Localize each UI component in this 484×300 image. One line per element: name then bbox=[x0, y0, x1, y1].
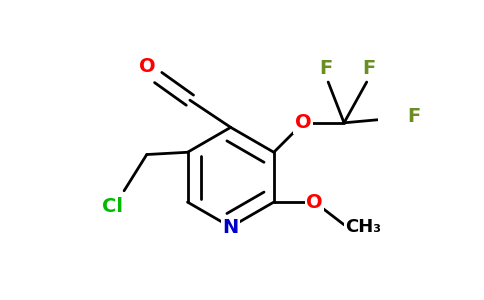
Text: Cl: Cl bbox=[102, 197, 123, 216]
Text: F: F bbox=[363, 59, 376, 78]
Text: CH₃: CH₃ bbox=[345, 218, 381, 236]
Text: N: N bbox=[223, 218, 239, 236]
Text: O: O bbox=[138, 57, 155, 76]
Text: O: O bbox=[295, 113, 312, 132]
Text: F: F bbox=[408, 106, 421, 125]
Text: O: O bbox=[306, 193, 323, 211]
Text: F: F bbox=[319, 59, 333, 78]
